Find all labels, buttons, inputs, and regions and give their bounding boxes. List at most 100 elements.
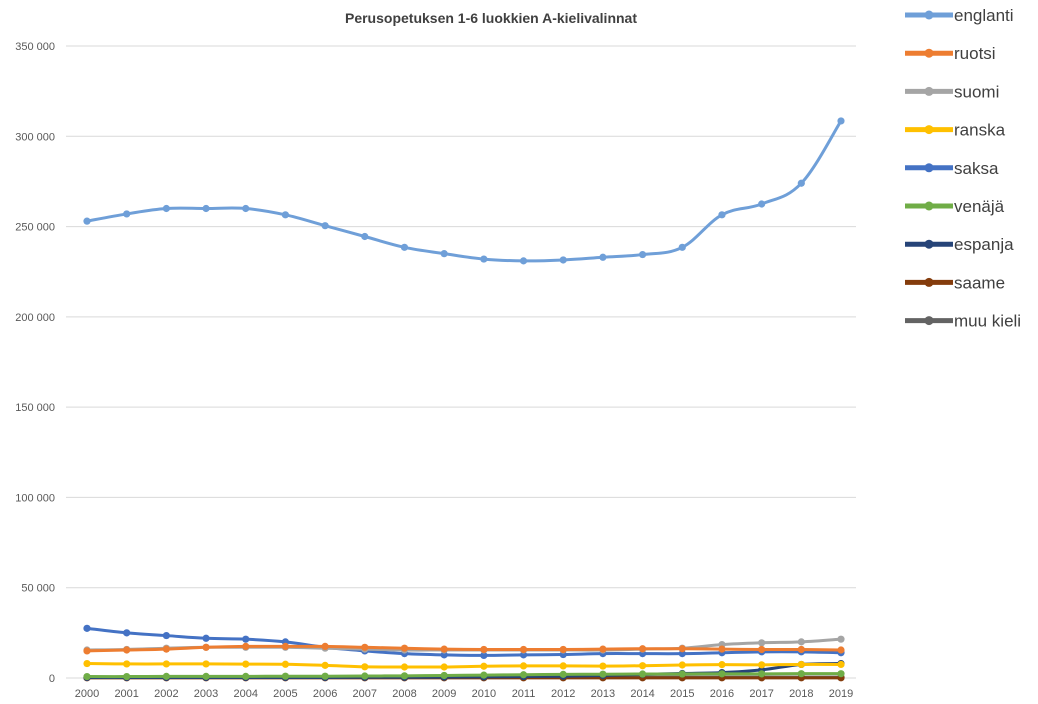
x-tick-label: 2003 (194, 688, 218, 700)
data-point (638, 670, 647, 678)
y-tick-label: 250 000 (15, 222, 55, 234)
data-point (559, 256, 567, 264)
y-tick-label: 150 000 (15, 402, 55, 414)
x-tick-label: 2001 (114, 688, 138, 700)
x-tick-label: 2004 (233, 688, 257, 700)
data-point (837, 117, 845, 125)
data-point (440, 663, 448, 671)
y-axis: 0 50 000 100 000 150 000 200 000 250 000 300 0… (15, 41, 55, 685)
series-englanti (83, 117, 845, 265)
legend-marker-icon (924, 86, 934, 96)
x-tick-label: 2006 (313, 688, 337, 700)
legend-item: saksa (905, 159, 999, 178)
series-ruotsi (83, 642, 845, 655)
data-point (321, 672, 329, 680)
data-point (400, 672, 409, 680)
legend-label: venäjä (954, 197, 1005, 216)
x-tick-label: 2011 (512, 688, 536, 700)
data-point (638, 662, 647, 670)
data-point (440, 671, 448, 680)
data-point (281, 672, 290, 680)
data-point (758, 645, 766, 654)
x-tick-label: 2015 (670, 688, 694, 700)
series-line (85, 644, 843, 653)
data-point (718, 661, 726, 669)
data-point (321, 661, 329, 669)
x-axis: 2000 2001 2002 2003 2004 2005 2006 2007 2008 2009… (75, 688, 853, 700)
y-tick-label: 200 000 (15, 312, 55, 324)
data-point (242, 660, 250, 668)
data-point (83, 647, 91, 655)
legend-item: ruotsi (905, 44, 996, 63)
x-tick-label: 2019 (829, 688, 853, 700)
legend-marker-icon (924, 201, 934, 211)
legend-label: espanja (954, 235, 1014, 254)
y-tick-label: 100 000 (15, 492, 55, 504)
legend-item: englanti (905, 6, 1014, 25)
data-point (758, 661, 766, 669)
data-point (718, 645, 726, 653)
y-tick-label: 0 (49, 673, 55, 685)
legend-item: saame (905, 273, 1005, 292)
data-point (480, 671, 488, 679)
data-point (519, 671, 528, 679)
data-point (162, 660, 170, 668)
y-tick-label: 300 000 (15, 131, 55, 143)
data-point (480, 662, 488, 670)
series-line (85, 119, 843, 263)
data-point (123, 672, 131, 681)
data-point (837, 635, 845, 643)
data-point (678, 645, 686, 653)
x-tick-label: 2005 (273, 688, 297, 700)
data-point (837, 670, 845, 678)
data-point (123, 646, 131, 654)
data-point (559, 662, 567, 670)
data-point (678, 243, 686, 251)
data-point (361, 672, 369, 680)
x-tick-label: 2007 (353, 688, 377, 700)
data-point (123, 210, 131, 218)
data-point (321, 642, 329, 651)
series-saksa (83, 624, 845, 660)
data-point (242, 672, 250, 680)
data-point (440, 250, 448, 258)
data-point (638, 645, 647, 653)
legend-item: ranska (905, 121, 1006, 140)
legend-marker-icon (924, 277, 934, 287)
data-point (480, 651, 488, 660)
data-point (837, 660, 845, 669)
data-point (718, 211, 726, 219)
data-point (519, 257, 528, 265)
data-point (361, 232, 369, 241)
legend-item: espanja (905, 235, 1014, 254)
data-point (242, 642, 250, 651)
x-tick-label: 2002 (154, 688, 178, 700)
plot-area (83, 117, 845, 682)
series-venäjä (83, 670, 845, 681)
data-point (83, 672, 91, 681)
data-point (202, 643, 210, 651)
data-point (400, 663, 409, 671)
data-point (797, 638, 805, 646)
x-tick-label: 2012 (551, 688, 575, 700)
data-point (797, 670, 805, 678)
x-tick-label: 2013 (591, 688, 615, 700)
x-tick-label: 2000 (75, 688, 99, 700)
data-point (599, 253, 607, 261)
data-point (837, 646, 845, 654)
data-point (519, 645, 528, 654)
data-point (123, 660, 131, 668)
legend-item: venäjä (905, 197, 1005, 216)
data-point (162, 204, 170, 213)
data-point (559, 645, 567, 654)
data-point (242, 204, 250, 213)
data-point (83, 624, 91, 632)
legend-marker-icon (924, 125, 934, 135)
data-point (599, 645, 607, 653)
legend-marker-icon (924, 48, 934, 58)
data-point (361, 663, 369, 671)
data-point (599, 662, 607, 670)
legend-marker-icon (924, 163, 934, 173)
data-point (678, 661, 686, 669)
legend-label: suomi (954, 82, 999, 101)
